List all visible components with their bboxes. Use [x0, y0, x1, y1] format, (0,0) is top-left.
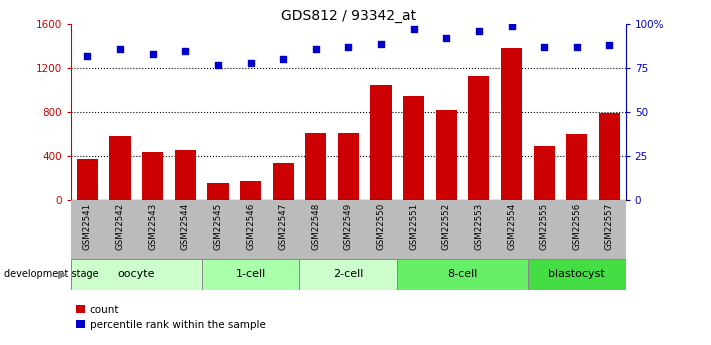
Point [147, 51, 159, 57]
Text: blastocyst: blastocyst [548, 269, 605, 279]
Bar [397, 259, 528, 290]
Bar [370, 85, 392, 200]
Point [441, 36, 452, 41]
Point [114, 46, 126, 51]
Point [506, 23, 517, 29]
Text: development stage: development stage [4, 269, 98, 279]
Point [604, 42, 615, 48]
Text: GSM22546: GSM22546 [246, 203, 255, 250]
Point [343, 44, 354, 50]
Text: GSM22541: GSM22541 [83, 203, 92, 250]
Text: GSM22556: GSM22556 [572, 203, 582, 250]
Text: GSM22552: GSM22552 [442, 203, 451, 250]
Point [277, 57, 289, 62]
Text: GSM22553: GSM22553 [474, 203, 483, 250]
Bar [71, 259, 202, 290]
Text: GSM22542: GSM22542 [115, 203, 124, 250]
Bar [202, 259, 299, 290]
Point [538, 44, 550, 50]
Legend: count, percentile rank within the sample: count, percentile rank within the sample [76, 305, 266, 330]
Bar [528, 259, 626, 290]
Text: GSM22548: GSM22548 [311, 203, 320, 250]
Point [375, 41, 387, 46]
Bar [403, 96, 424, 200]
Bar [175, 149, 196, 200]
Bar [272, 163, 294, 200]
Bar [77, 159, 98, 200]
Point [408, 27, 419, 32]
Bar [305, 133, 326, 200]
Text: GSM22550: GSM22550 [377, 203, 385, 250]
Point [571, 44, 582, 50]
Bar [338, 133, 359, 200]
Text: oocyte: oocyte [117, 269, 155, 279]
Point [474, 28, 485, 34]
Point [310, 46, 321, 51]
Point [245, 60, 256, 66]
Bar [436, 110, 457, 200]
Bar [208, 183, 228, 200]
Text: GSM22554: GSM22554 [507, 203, 516, 250]
Text: GSM22545: GSM22545 [213, 203, 223, 250]
Point [82, 53, 93, 59]
Text: GSM22549: GSM22549 [344, 203, 353, 250]
Bar [501, 48, 522, 200]
Text: GSM22555: GSM22555 [540, 203, 549, 250]
Bar [533, 146, 555, 200]
Text: ▶: ▶ [58, 269, 67, 279]
Bar [599, 113, 620, 200]
Text: GSM22543: GSM22543 [148, 203, 157, 250]
Bar [469, 76, 489, 200]
Point [212, 62, 223, 67]
Text: 1-cell: 1-cell [235, 269, 266, 279]
Text: 8-cell: 8-cell [447, 269, 478, 279]
Bar [566, 134, 587, 200]
Bar [142, 152, 164, 200]
Text: GSM22547: GSM22547 [279, 203, 288, 250]
Text: GSM22544: GSM22544 [181, 203, 190, 250]
Text: 2-cell: 2-cell [333, 269, 363, 279]
Text: GSM22551: GSM22551 [409, 203, 418, 250]
Point [180, 48, 191, 53]
Bar [240, 181, 261, 200]
Bar [299, 259, 397, 290]
Bar [109, 136, 131, 200]
Text: GSM22557: GSM22557 [605, 203, 614, 250]
Title: GDS812 / 93342_at: GDS812 / 93342_at [281, 9, 416, 23]
